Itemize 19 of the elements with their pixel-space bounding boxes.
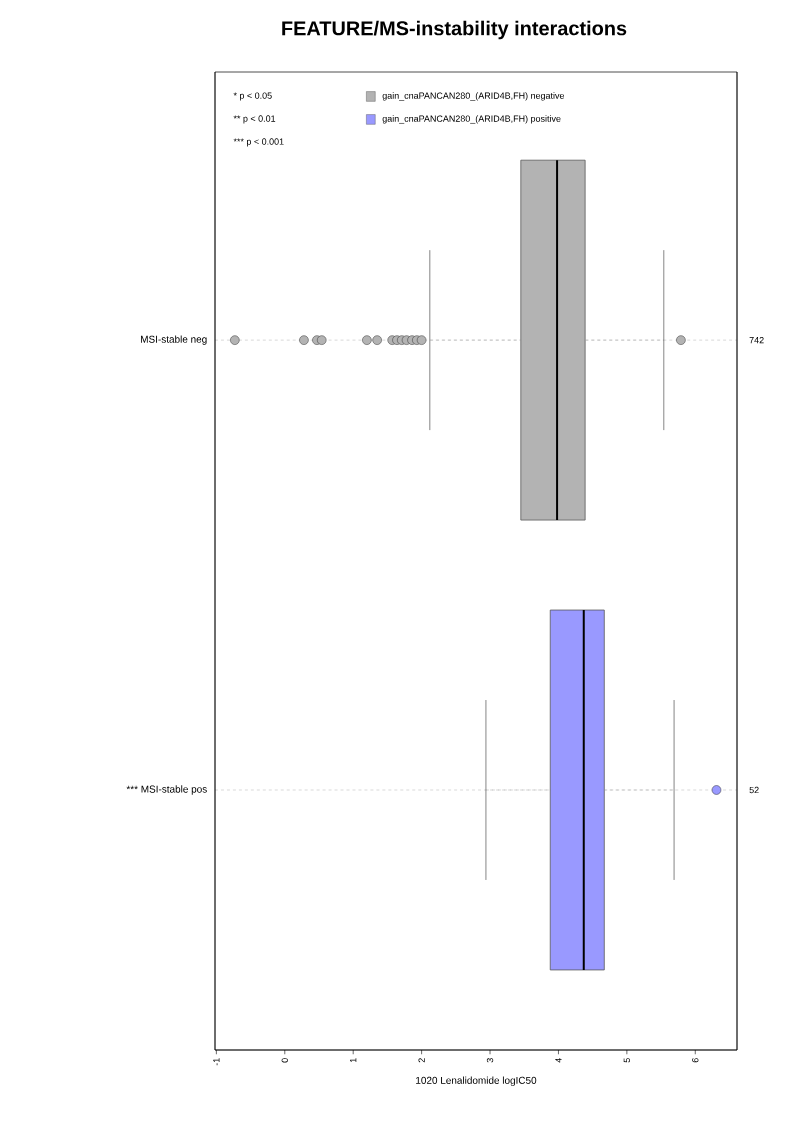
legend-label: gain_cnaPANCAN280_(ARID4B,FH) negative: [382, 92, 565, 101]
x-tick-label: 2: [418, 1058, 425, 1063]
x-tick-label: -1: [213, 1058, 220, 1066]
x-tick-label: 6: [692, 1058, 699, 1063]
x-tick-label: 5: [623, 1058, 630, 1063]
legend-label: gain_cnaPANCAN280_(ARID4B,FH) positive: [382, 115, 561, 124]
text: 52: [749, 786, 759, 794]
text: 742: [749, 336, 764, 344]
annotation: * p < 0.05: [233, 92, 272, 101]
x-axis-title: 1020 Lenalidomide logIC50: [416, 1076, 537, 1086]
annotation: *** p < 0.001: [233, 138, 284, 147]
x-tick-label: 1: [350, 1058, 357, 1063]
chart-title: FEATURE/MS-instability interactions: [282, 20, 627, 40]
y-tick-label: *** MSI-stable pos: [126, 785, 207, 795]
y-tick-label: MSI-stable neg: [141, 335, 207, 345]
x-tick-label: 0: [281, 1058, 288, 1063]
x-tick-label: 4: [555, 1058, 562, 1063]
annotation: ** p < 0.01: [233, 115, 276, 124]
x-tick-label: 3: [486, 1058, 494, 1063]
